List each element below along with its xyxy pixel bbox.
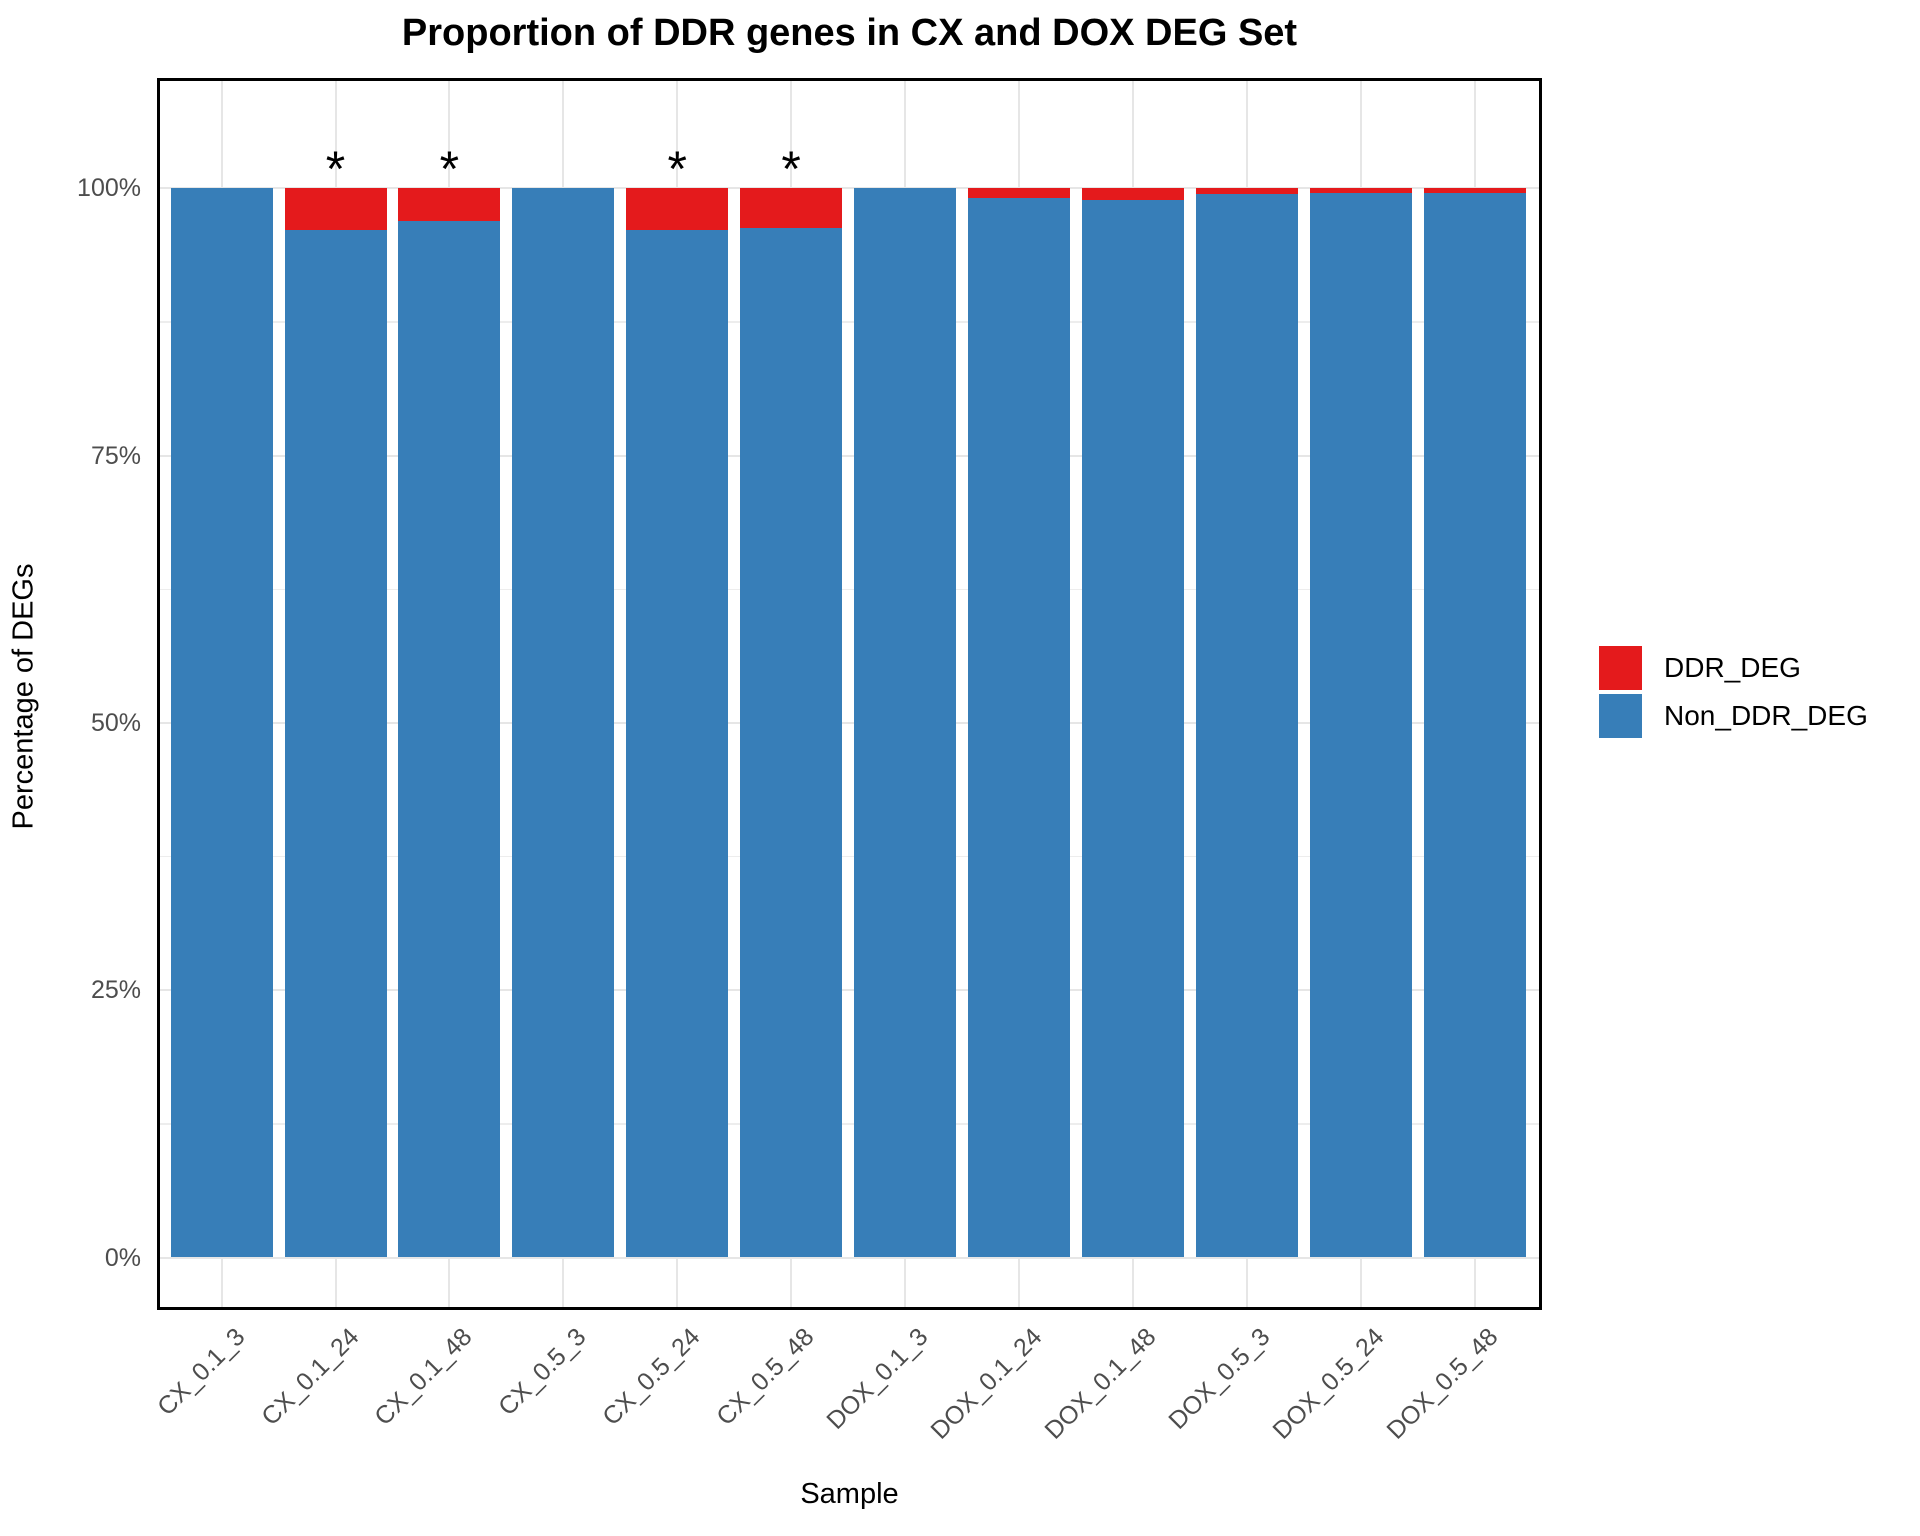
bar-segment-non-ddr-deg: [1195, 193, 1298, 1258]
bar-segment-non-ddr-deg: [284, 229, 387, 1258]
legend-item: DDR_DEG: [1599, 646, 1868, 690]
bar-segment-non-ddr-deg: [1081, 200, 1184, 1258]
bar-segment-ddr-deg: [1195, 188, 1298, 194]
chart-panel: * * * *: [157, 78, 1542, 1310]
bar-segment-ddr-deg: [967, 188, 1070, 198]
y-axis-tick-label: 100%: [77, 174, 141, 203]
gridline-horizontal-major: [160, 1256, 1539, 1259]
gridline-horizontal-major: [160, 989, 1539, 992]
bar-segment-ddr-deg: [1423, 188, 1526, 193]
bar-segment-ddr-deg: [284, 188, 387, 230]
bar-segment-ddr-deg: [740, 188, 843, 228]
bar-segment-ddr-deg: [1081, 188, 1184, 201]
y-axis-tick-label: 25%: [90, 976, 141, 1005]
chart-title: Proportion of DDR genes in CX and DOX DE…: [401, 12, 1298, 54]
significance-asterisk: *: [439, 141, 460, 197]
bar-segment-non-ddr-deg: [170, 188, 273, 1258]
gridline-horizontal-minor: [160, 321, 1539, 323]
gridline-horizontal-major: [160, 187, 1539, 190]
bar-segment-non-ddr-deg: [398, 221, 501, 1258]
bar-segment-non-ddr-deg: [512, 188, 615, 1258]
bar-segment-non-ddr-deg: [626, 229, 729, 1258]
significance-asterisk: *: [667, 141, 687, 197]
bar-segment-non-ddr-deg: [740, 227, 843, 1258]
bar-segment-ddr-deg: [398, 188, 501, 222]
legend-item: Non_DDR_DEG: [1599, 694, 1868, 738]
bar-segment-non-ddr-deg: [854, 188, 956, 1258]
legend-label: Non_DDR_DEG: [1664, 700, 1868, 731]
gridline-horizontal-minor: [160, 588, 1539, 590]
gridline-horizontal-major: [160, 721, 1539, 724]
gridline-horizontal-minor: [160, 855, 1539, 858]
significance-asterisk: *: [781, 141, 801, 197]
y-axis-tick-label: 50%: [90, 708, 141, 737]
bar-segment-non-ddr-deg: [1309, 192, 1412, 1258]
x-axis-title: Sample: [800, 1478, 899, 1510]
legend-color-swatch: [1599, 694, 1642, 738]
legend: DDR_DEG Non_DDR_DEG: [1599, 646, 1868, 742]
significance-asterisk: *: [325, 141, 346, 197]
gridline-horizontal-major: [160, 454, 1539, 457]
bar-segment-non-ddr-deg: [1423, 192, 1526, 1258]
y-axis-title: Percentage of DEGs: [7, 563, 40, 830]
legend-color-swatch: [1599, 646, 1642, 690]
plot-area: * * * *: [160, 81, 1539, 1307]
y-axis-tick-label: 75%: [90, 441, 141, 470]
legend-label: DDR_DEG: [1664, 652, 1801, 683]
bar-segment-ddr-deg: [626, 188, 729, 230]
gridline-horizontal-minor: [160, 1123, 1539, 1125]
y-axis-tick-label: 0%: [104, 1243, 141, 1272]
bar-segment-ddr-deg: [1309, 188, 1412, 193]
bar-segment-non-ddr-deg: [967, 197, 1070, 1258]
